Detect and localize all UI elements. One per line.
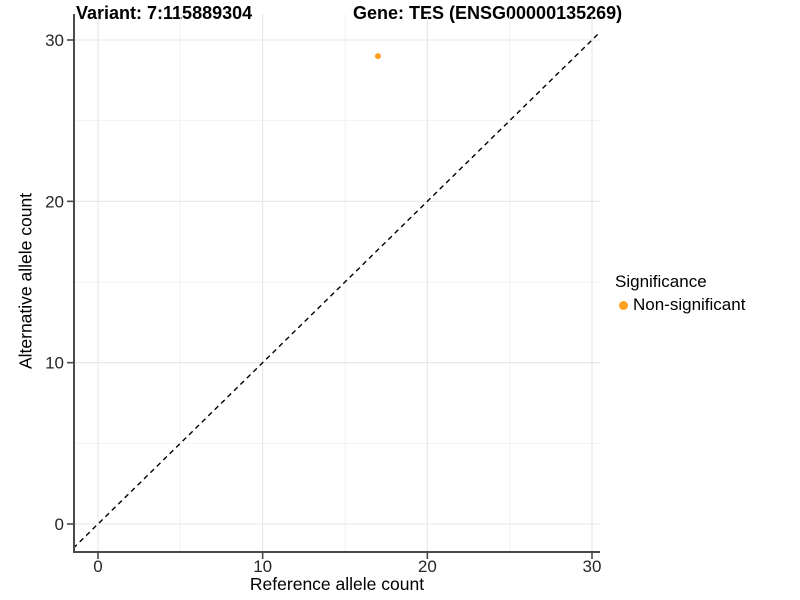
legend-title: Significance (615, 272, 707, 291)
x-tick-label: 10 (253, 557, 272, 576)
panel-content (74, 31, 600, 549)
y-tick-label: 30 (45, 31, 64, 50)
y-tick-label: 10 (45, 354, 64, 373)
legend-items: Non-significant (615, 295, 745, 315)
legend-point-icon (619, 300, 628, 310)
x-tick-label: 0 (93, 557, 102, 576)
grid-minor (74, 14, 600, 552)
plot-title-gene: Gene: TES (ENSG00000135269) (353, 3, 623, 23)
legend-item: Non-significant (615, 295, 745, 315)
axis-lines (73, 14, 600, 553)
grid-major (74, 14, 600, 552)
y-tick-label: 20 (45, 192, 64, 211)
data-point-non-significant (374, 53, 381, 60)
y-axis-title: Alternative allele count (15, 192, 36, 370)
axis-ticks (67, 39, 593, 559)
x-axis-title: Reference allele count (249, 574, 425, 594)
x-tick-label: 30 (583, 557, 602, 576)
y-tick-label: 0 (55, 515, 64, 534)
plot-title-variant: Variant: 7:115889304 (76, 3, 253, 23)
y-tick-labels: 0 10 20 30 (45, 31, 64, 534)
legend-item-label: Non-significant (633, 295, 746, 314)
x-tick-labels: 0 10 20 30 (93, 557, 601, 576)
x-tick-label: 20 (418, 557, 437, 576)
identity-reference-line (74, 31, 600, 549)
legend: Significance Non-significant (615, 272, 745, 315)
